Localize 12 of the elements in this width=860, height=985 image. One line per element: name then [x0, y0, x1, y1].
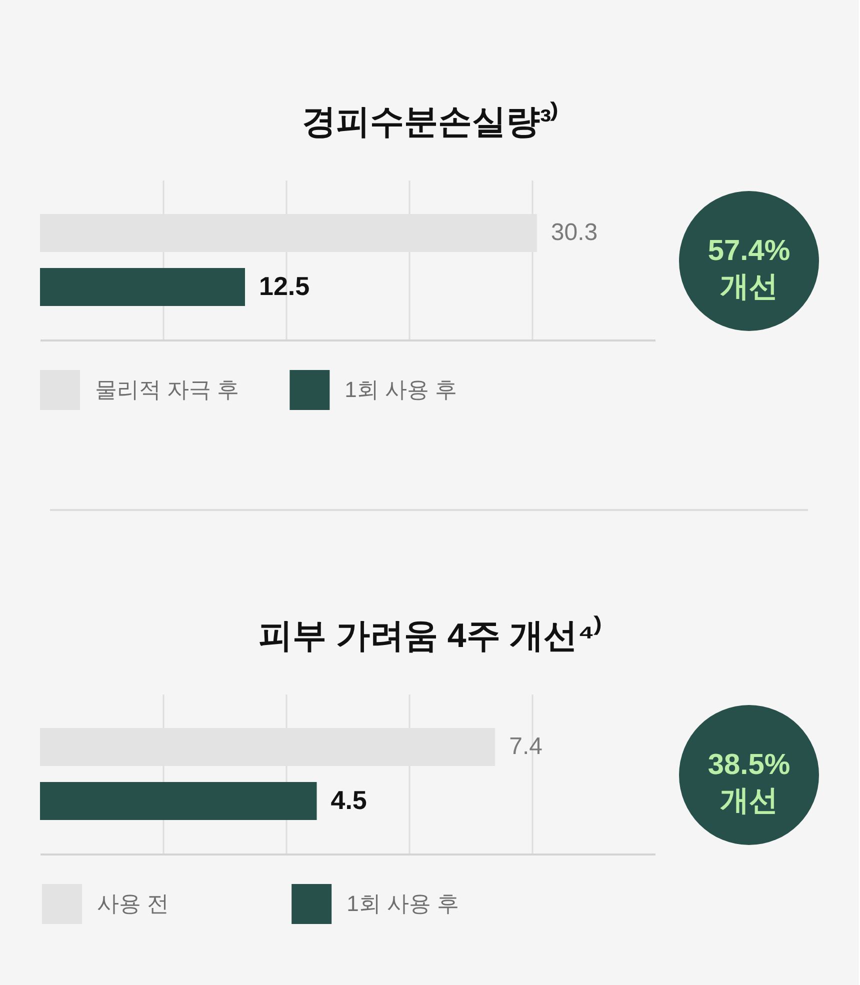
data-label: 7.4 [509, 733, 542, 760]
text: 57.4% 개선 [708, 235, 790, 303]
text: 38.5% 개선 [708, 749, 790, 817]
legend-label: 물리적 자극 후 [95, 377, 240, 402]
data-label: 30.3 [550, 219, 598, 246]
legend-label: 1회 사용 후 [346, 891, 460, 916]
chart-title: 경피수분손실량³⁾ [302, 101, 560, 141]
legend-label: 사용 전 [97, 891, 170, 916]
legend-label: 1회 사용 후 [344, 377, 458, 402]
data-label: 12.5 [259, 270, 310, 301]
chart-title: 피부 가려움 4주 개선⁴⁾ [258, 615, 603, 655]
data-label: 4.5 [330, 784, 367, 815]
